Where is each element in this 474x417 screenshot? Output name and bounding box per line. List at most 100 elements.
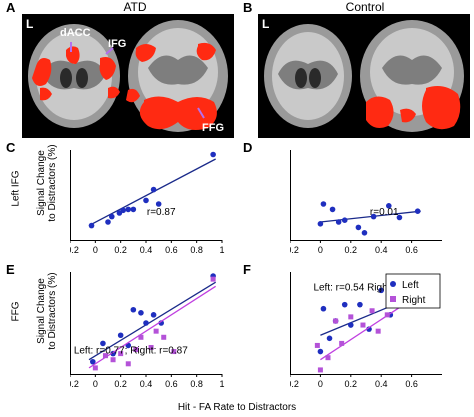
x-tick-label: −0.2 [70, 379, 79, 389]
data-point-right [138, 334, 144, 340]
correlation-annotation: Left: r=0.54 Right: r=0.75 [313, 282, 425, 293]
ylabel-ffg: FFG [10, 301, 22, 322]
x-tick-label: 0.4 [140, 379, 153, 389]
legend-box [385, 273, 441, 309]
data-point-left [361, 230, 368, 236]
fit-line [88, 281, 217, 361]
data-point-left [317, 221, 324, 227]
data-point-right [161, 334, 167, 340]
data-point-left [105, 219, 111, 225]
data-point-left [130, 306, 137, 313]
scatter-plot-c: −0.2 0 0.2 0.4 0.6 0.8 1 r=0.87 [70, 150, 225, 255]
left-hemisphere-marker: L [26, 17, 34, 31]
data-point-right [102, 353, 108, 359]
ylabel-signal-e: Signal Change to Distractors (%) [36, 261, 58, 361]
data-point-left [355, 224, 362, 231]
data-point-right [375, 328, 381, 334]
data-point-right [148, 344, 154, 350]
x-tick-label: 0.8 [190, 379, 203, 389]
data-point-left [100, 340, 106, 347]
x-tick-label: −0.2 [290, 379, 299, 389]
brain-image-atd: L dACC IFG FFG [22, 14, 234, 138]
data-point-right [92, 365, 98, 371]
data-point-left [125, 206, 132, 213]
brain-slices-control [258, 14, 470, 138]
group-title-control: Control [345, 0, 385, 14]
legend-marker-right [390, 296, 396, 302]
data-point-right [171, 349, 177, 355]
data-point-right [317, 367, 323, 373]
x-tick-label: 0.6 [165, 379, 178, 389]
dacc-label: dACC [60, 27, 91, 39]
x-tick-label: 0 [93, 245, 98, 255]
panel-label-b: B [243, 0, 253, 15]
ylabel-left-ifg: Left IFG [10, 170, 22, 207]
x-tick-label: 1 [219, 245, 224, 255]
ylabel-signal-line1: Signal Change [36, 278, 47, 344]
x-tick-label: 0 [318, 245, 323, 255]
ifg-label: IFG [108, 38, 127, 50]
data-point-left [335, 219, 342, 225]
x-tick-label: 0 [318, 379, 323, 389]
data-point-left [386, 203, 392, 209]
panel-label-e: E [6, 262, 15, 277]
data-point-left [326, 335, 333, 342]
x-tick-label: 0.2 [345, 379, 358, 389]
data-point-right [210, 276, 216, 282]
brain-image-control: L [258, 14, 470, 138]
correlation-annotation: r=0.01 [370, 207, 399, 218]
data-point-left [120, 207, 126, 214]
data-point-right [325, 355, 331, 361]
data-point-left [378, 287, 384, 294]
x-tick-label: 0.4 [375, 245, 388, 255]
x-tick-label: 0.8 [190, 245, 203, 255]
data-point-left [109, 213, 115, 220]
data-point-left [370, 213, 377, 220]
legend-marker-left [390, 281, 396, 287]
data-point-right [348, 314, 354, 320]
x-tick-label: 0.2 [114, 379, 127, 389]
ffg-label: FFG [202, 122, 224, 134]
legend: Left Right [385, 273, 441, 309]
data-point-right [125, 361, 131, 367]
data-point-left [150, 186, 157, 193]
data-point-right [360, 322, 366, 328]
ylabel-signal-line2: to Distractors (%) [47, 272, 58, 350]
data-point-right [110, 357, 116, 363]
x-tick-label: 0.6 [405, 245, 418, 255]
legend-label: Left [402, 280, 419, 291]
panel-label-f: F [243, 262, 251, 277]
x-tick-label: 0.2 [114, 245, 127, 255]
panel-label-a: A [6, 0, 16, 15]
data-point-left [366, 326, 372, 332]
data-point-right [133, 347, 139, 353]
data-point-right [333, 318, 339, 324]
x-tick-label: 0.2 [345, 245, 358, 255]
x-axis-label: Hit - FA Rate to Distractors [177, 402, 297, 413]
data-point-left [90, 358, 96, 365]
data-point-left [130, 206, 137, 213]
correlation-annotation: Left: r=0.77; Right: r=0.87 [74, 346, 188, 357]
data-point-left [414, 208, 421, 214]
data-point-left [143, 197, 149, 204]
data-point-left [396, 214, 403, 221]
panel-label-d: D [243, 140, 253, 155]
x-tick-label: 0.6 [165, 245, 178, 255]
ylabel-signal-c: Signal Change to Distractors (%) [36, 133, 58, 233]
x-tick-label: −0.2 [290, 245, 299, 255]
x-tick-label: 0.4 [375, 379, 388, 389]
data-point-left [143, 320, 149, 326]
x-tick-label: 0 [93, 379, 98, 389]
x-tick-label: −0.2 [70, 245, 79, 255]
data-point-left [210, 151, 216, 158]
data-point-left [88, 222, 95, 229]
x-tick-label: 1 [219, 379, 224, 389]
data-point-left [117, 332, 124, 339]
data-point-right [339, 340, 345, 346]
panel-label-c: C [6, 140, 16, 155]
x-tick-label: 0.4 [140, 245, 153, 255]
brain-slices-atd [22, 14, 234, 138]
data-point-right [153, 328, 159, 334]
correlation-annotation: r=0.87 [147, 207, 176, 218]
data-point-left [150, 312, 157, 318]
